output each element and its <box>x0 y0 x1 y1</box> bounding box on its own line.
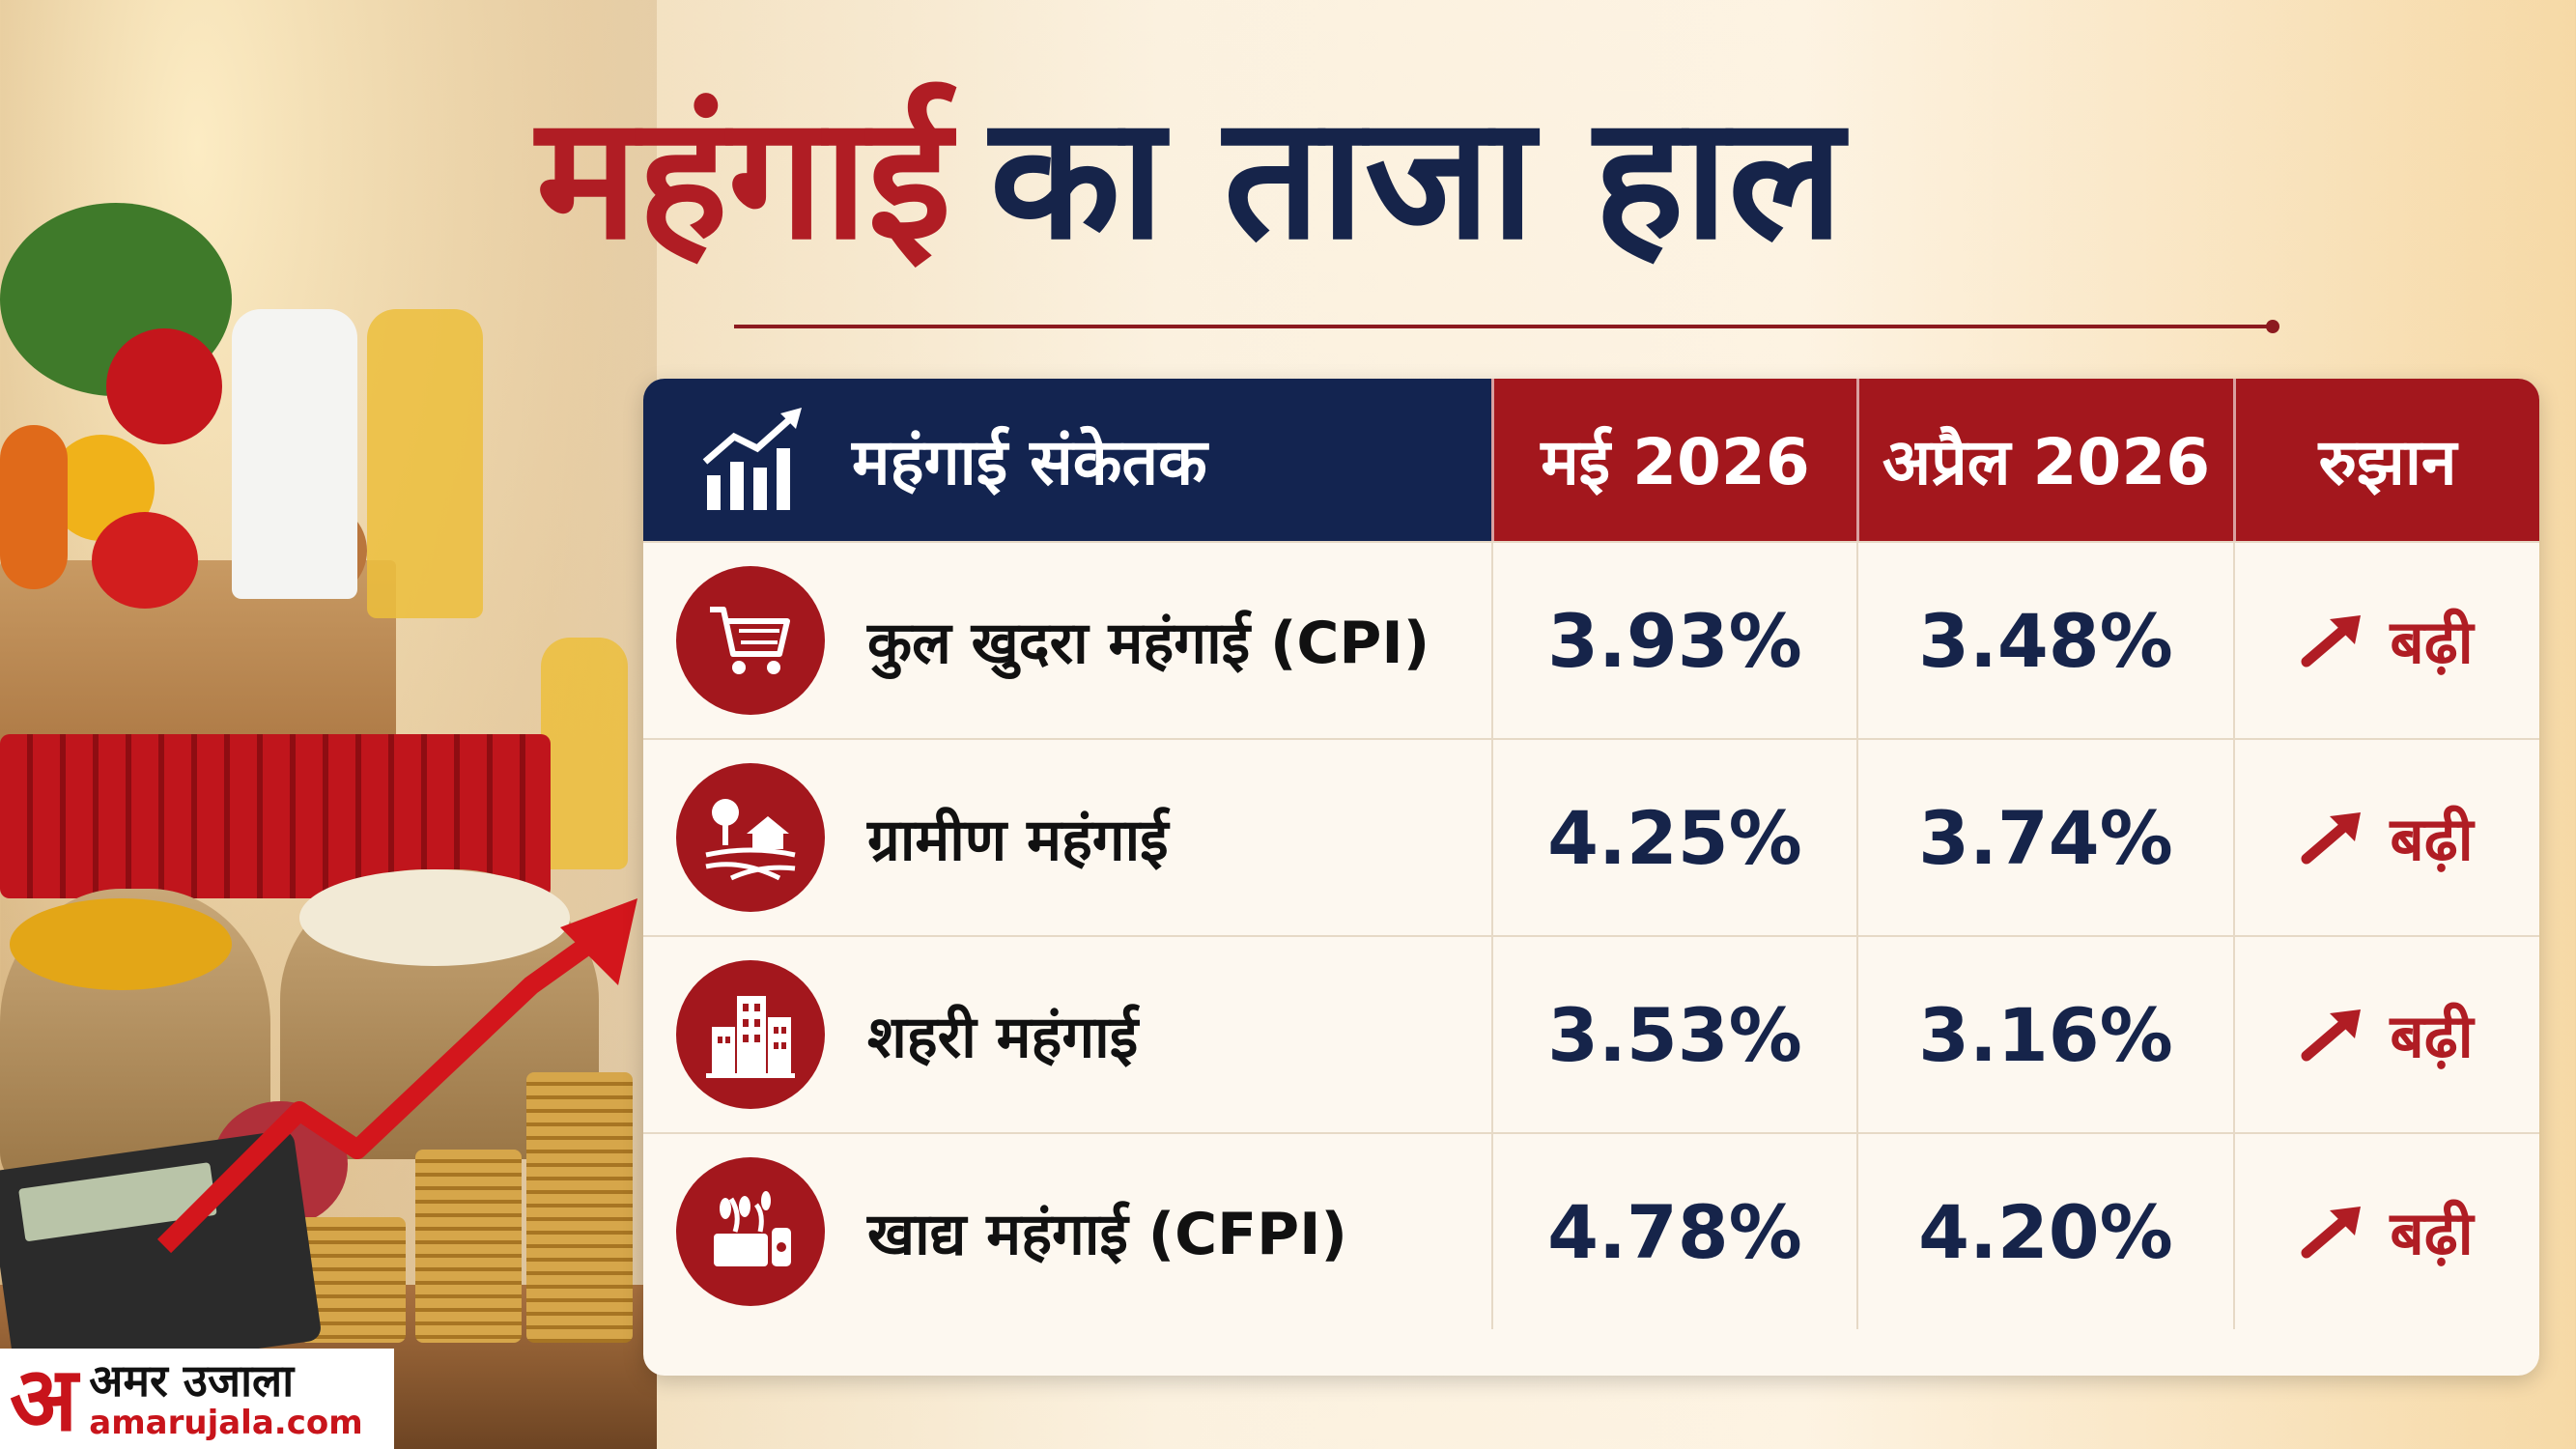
trend-label: बढ़ी <box>2390 607 2474 677</box>
trend-chart-icon <box>702 408 802 510</box>
previous-value: 3.74% <box>1918 794 2173 881</box>
coin-stack-3 <box>526 1072 633 1343</box>
oil-bottle <box>367 309 483 618</box>
oil-bottle-small <box>541 638 628 869</box>
vegetable-tomato <box>92 512 198 609</box>
coin-stack-2 <box>415 1150 522 1343</box>
trend-indicator: बढ़ी <box>2301 1191 2474 1272</box>
indicator-label: कुल खुदरा महंगाई (CPI) <box>867 610 1430 677</box>
current-value: 3.53% <box>1547 991 1802 1078</box>
food-bowl-icon <box>676 1157 825 1306</box>
city-buildings-icon <box>676 960 825 1109</box>
rural-house-icon <box>676 763 825 912</box>
trend-label: बढ़ी <box>2390 1198 2474 1268</box>
vegetable-red-pepper <box>106 328 222 444</box>
rice-grains <box>299 869 570 966</box>
trend-indicator: बढ़ी <box>2301 994 2474 1075</box>
header-current-month: मई 2026 <box>1491 379 1856 541</box>
milk-bottle <box>232 309 357 599</box>
trend-indicator: बढ़ी <box>2301 600 2474 681</box>
page-title: महंगाई का ताजा हाल <box>536 68 2333 290</box>
title-highlight: महंगाई <box>536 79 951 277</box>
header-indicator: महंगाई संकेतक <box>643 379 1491 541</box>
lentil-grains <box>10 898 232 990</box>
indicator-label: शहरी महंगाई <box>867 1004 1139 1071</box>
header-trend: रुझान <box>2233 379 2539 541</box>
current-value: 4.25% <box>1547 794 1802 881</box>
previous-value: 3.16% <box>1918 991 2173 1078</box>
header-indicator-label: महंगाई संकेतक <box>852 425 1207 499</box>
trend-label: बढ़ी <box>2390 804 2474 874</box>
logo-mark: अ <box>10 1347 78 1449</box>
rising-red-arrow-icon <box>156 898 637 1254</box>
logo-url: amarujala.com <box>89 1403 363 1442</box>
shopping-cart-icon <box>676 566 825 715</box>
previous-value: 3.48% <box>1918 597 2173 684</box>
table-row: शहरी महंगाई 3.53% 3.16% बढ़ी <box>643 935 2539 1132</box>
title-underline <box>734 325 2270 328</box>
title-underline-dot <box>2266 320 2279 333</box>
trend-label: बढ़ी <box>2390 1001 2474 1071</box>
up-arrow-icon <box>2301 1207 2362 1259</box>
up-arrow-icon <box>2301 615 2362 668</box>
current-value: 4.78% <box>1547 1188 1802 1275</box>
grocery-illustration <box>0 0 657 1449</box>
logo-name: अमर उजाला <box>89 1354 295 1406</box>
title-rest: का ताजा हाल <box>989 79 1844 277</box>
table-header: महंगाई संकेतक मई 2026 अप्रैल 2026 रुझान <box>643 379 2539 541</box>
amar-ujala-logo: अ अमर उजाला amarujala.com <box>0 1349 394 1449</box>
inflation-table: महंगाई संकेतक मई 2026 अप्रैल 2026 रुझान … <box>643 379 2539 1376</box>
table-row: खाद्य महंगाई (CFPI) 4.78% 4.20% बढ़ी <box>643 1132 2539 1329</box>
vegetable-carrot <box>0 425 68 589</box>
up-arrow-icon <box>2301 812 2362 865</box>
trend-indicator: बढ़ी <box>2301 797 2474 878</box>
table-row: ग्रामीण महंगाई 4.25% 3.74% बढ़ी <box>643 738 2539 935</box>
indicator-label: खाद्य महंगाई (CFPI) <box>867 1201 1347 1268</box>
header-previous-month: अप्रैल 2026 <box>1856 379 2233 541</box>
table-row: कुल खुदरा महंगाई (CPI) 3.93% 3.48% बढ़ी <box>643 541 2539 738</box>
indicator-label: ग्रामीण महंगाई <box>867 807 1169 874</box>
previous-value: 4.20% <box>1918 1188 2173 1275</box>
up-arrow-icon <box>2301 1009 2362 1062</box>
current-value: 3.93% <box>1547 597 1802 684</box>
